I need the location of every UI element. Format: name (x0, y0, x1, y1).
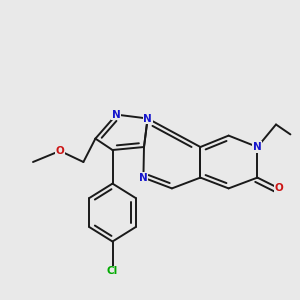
Text: N: N (139, 172, 148, 183)
Text: N: N (143, 113, 152, 124)
Text: N: N (112, 110, 121, 120)
Text: N: N (253, 142, 262, 152)
Text: O: O (56, 146, 64, 156)
Text: Cl: Cl (107, 266, 118, 277)
Text: O: O (274, 183, 284, 194)
